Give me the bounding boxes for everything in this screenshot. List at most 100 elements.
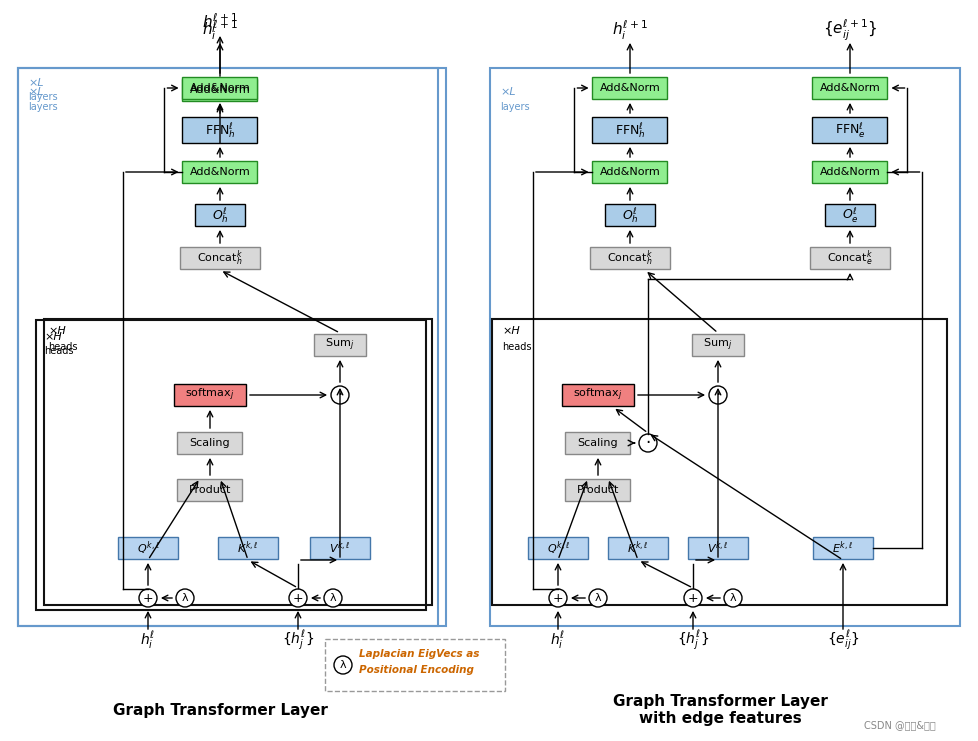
Text: λ: λ bbox=[330, 593, 336, 603]
FancyBboxPatch shape bbox=[195, 204, 244, 226]
Text: Add&Norm: Add&Norm bbox=[190, 167, 250, 177]
FancyBboxPatch shape bbox=[565, 432, 630, 454]
Circle shape bbox=[639, 434, 656, 452]
Text: $K^{k,\ell}$: $K^{k,\ell}$ bbox=[627, 539, 648, 556]
FancyBboxPatch shape bbox=[592, 117, 667, 143]
FancyBboxPatch shape bbox=[824, 204, 874, 226]
Text: heads: heads bbox=[48, 342, 77, 352]
Circle shape bbox=[708, 386, 727, 404]
Text: $O_h^\ell$: $O_h^\ell$ bbox=[211, 205, 228, 225]
Text: $O_e^\ell$: $O_e^\ell$ bbox=[841, 205, 858, 225]
FancyBboxPatch shape bbox=[590, 247, 669, 269]
Text: $\mathrm{Concat}_e^k$: $\mathrm{Concat}_e^k$ bbox=[826, 248, 872, 268]
Text: ×H: ×H bbox=[44, 332, 62, 342]
Text: heads: heads bbox=[44, 346, 73, 356]
Text: $\mathrm{Sum}_j$: $\mathrm{Sum}_j$ bbox=[325, 337, 354, 353]
Text: $\mathrm{Sum}_j$: $\mathrm{Sum}_j$ bbox=[702, 337, 732, 353]
Text: $\mathrm{Concat}_h^k$: $\mathrm{Concat}_h^k$ bbox=[606, 248, 652, 268]
Text: $K^{k,\ell}$: $K^{k,\ell}$ bbox=[237, 539, 258, 556]
FancyBboxPatch shape bbox=[592, 77, 667, 99]
Circle shape bbox=[139, 589, 156, 607]
Text: +: + bbox=[553, 591, 562, 605]
Text: ×L: ×L bbox=[500, 87, 515, 97]
Circle shape bbox=[331, 386, 348, 404]
FancyBboxPatch shape bbox=[174, 384, 245, 406]
Text: Product: Product bbox=[576, 485, 618, 495]
Text: ·: · bbox=[715, 386, 720, 404]
Text: ·: · bbox=[337, 386, 342, 404]
FancyBboxPatch shape bbox=[177, 432, 243, 454]
FancyBboxPatch shape bbox=[812, 77, 887, 99]
Text: +: + bbox=[143, 591, 154, 605]
Text: $\{e_{ij}^\ell\}$: $\{e_{ij}^\ell\}$ bbox=[826, 628, 859, 651]
Text: $\mathrm{Concat}_h^k$: $\mathrm{Concat}_h^k$ bbox=[197, 248, 243, 268]
Text: +: + bbox=[292, 591, 303, 605]
FancyBboxPatch shape bbox=[325, 639, 505, 691]
FancyBboxPatch shape bbox=[118, 537, 178, 559]
FancyBboxPatch shape bbox=[180, 247, 260, 269]
Text: ·: · bbox=[645, 434, 650, 452]
Text: Add&Norm: Add&Norm bbox=[190, 83, 250, 93]
Text: Product: Product bbox=[189, 485, 231, 495]
Text: ×H: ×H bbox=[502, 326, 519, 336]
FancyBboxPatch shape bbox=[527, 537, 588, 559]
Text: $\mathrm{softmax}_j$: $\mathrm{softmax}_j$ bbox=[185, 387, 235, 403]
Text: Add&Norm: Add&Norm bbox=[599, 167, 660, 177]
FancyBboxPatch shape bbox=[182, 77, 257, 99]
Circle shape bbox=[549, 589, 566, 607]
Circle shape bbox=[684, 589, 701, 607]
Text: $Q^{k,\ell}$: $Q^{k,\ell}$ bbox=[137, 539, 159, 556]
Text: Scaling: Scaling bbox=[190, 438, 230, 448]
Text: $\{e_{ij}^{\ell+1}\}$: $\{e_{ij}^{\ell+1}\}$ bbox=[822, 18, 876, 42]
FancyBboxPatch shape bbox=[182, 161, 257, 183]
FancyBboxPatch shape bbox=[691, 334, 743, 356]
FancyBboxPatch shape bbox=[565, 479, 630, 501]
Text: Graph Transformer Layer: Graph Transformer Layer bbox=[112, 702, 327, 717]
Text: layers: layers bbox=[28, 102, 58, 112]
FancyBboxPatch shape bbox=[688, 537, 747, 559]
Circle shape bbox=[176, 589, 194, 607]
Circle shape bbox=[289, 589, 307, 607]
Text: ×L: ×L bbox=[28, 78, 44, 88]
FancyBboxPatch shape bbox=[592, 161, 667, 183]
Circle shape bbox=[724, 589, 741, 607]
Text: +: + bbox=[687, 591, 697, 605]
Text: layers: layers bbox=[500, 102, 529, 112]
Text: λ: λ bbox=[182, 593, 188, 603]
FancyBboxPatch shape bbox=[314, 334, 366, 356]
Text: Graph Transformer Layer
with edge features: Graph Transformer Layer with edge featur… bbox=[612, 694, 826, 726]
FancyBboxPatch shape bbox=[812, 161, 887, 183]
FancyBboxPatch shape bbox=[218, 537, 278, 559]
Text: CSDN @不会&编程: CSDN @不会&编程 bbox=[864, 720, 935, 730]
Text: Scaling: Scaling bbox=[577, 438, 618, 448]
Text: $V^{k,\ell}$: $V^{k,\ell}$ bbox=[706, 539, 728, 556]
Text: $\{h_j^\ell\}$: $\{h_j^\ell\}$ bbox=[676, 628, 708, 651]
Text: $O_h^\ell$: $O_h^\ell$ bbox=[621, 205, 638, 225]
Text: $h_i^{\ell+1}$: $h_i^{\ell+1}$ bbox=[201, 19, 238, 41]
FancyBboxPatch shape bbox=[812, 537, 872, 559]
Text: $\mathrm{FFN}_h^\ell$: $\mathrm{FFN}_h^\ell$ bbox=[204, 120, 235, 140]
Text: Positional Encoding: Positional Encoding bbox=[359, 665, 473, 675]
Text: λ: λ bbox=[339, 660, 346, 670]
Text: $\mathrm{FFN}_h^\ell$: $\mathrm{FFN}_h^\ell$ bbox=[614, 120, 645, 140]
Text: Add&Norm: Add&Norm bbox=[819, 167, 879, 177]
Text: $h_i^\ell$: $h_i^\ell$ bbox=[140, 629, 156, 651]
Text: heads: heads bbox=[502, 342, 531, 352]
Text: $V^{k,\ell}$: $V^{k,\ell}$ bbox=[329, 539, 350, 556]
Circle shape bbox=[333, 656, 352, 674]
Text: λ: λ bbox=[594, 593, 600, 603]
Text: Add&Norm: Add&Norm bbox=[599, 83, 660, 93]
FancyBboxPatch shape bbox=[812, 117, 887, 143]
FancyBboxPatch shape bbox=[604, 204, 654, 226]
Text: $\mathrm{FFN}_e^\ell$: $\mathrm{FFN}_e^\ell$ bbox=[833, 120, 865, 140]
Text: $h_i^\ell$: $h_i^\ell$ bbox=[550, 629, 565, 651]
FancyBboxPatch shape bbox=[182, 117, 257, 143]
Circle shape bbox=[589, 589, 606, 607]
Text: $E^{k,\ell}$: $E^{k,\ell}$ bbox=[831, 539, 853, 556]
Text: Laplacian EigVecs as: Laplacian EigVecs as bbox=[359, 649, 479, 659]
FancyBboxPatch shape bbox=[809, 247, 889, 269]
Text: $\{h_j^\ell\}$: $\{h_j^\ell\}$ bbox=[282, 628, 314, 651]
Text: ×H: ×H bbox=[48, 326, 66, 336]
Text: layers: layers bbox=[28, 92, 58, 102]
FancyBboxPatch shape bbox=[182, 79, 257, 101]
